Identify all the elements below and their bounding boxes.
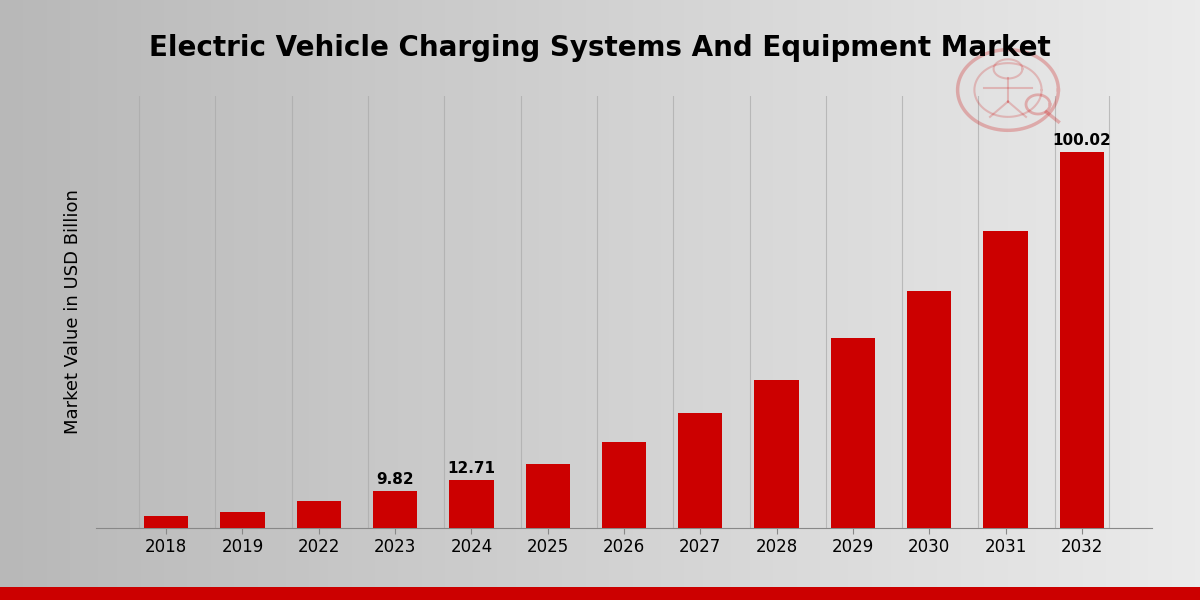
Bar (373, 491, 418, 528)
Bar (526, 464, 570, 528)
Text: 9.82: 9.82 (377, 472, 414, 487)
Bar (602, 442, 646, 528)
Bar (907, 292, 952, 528)
Bar (755, 380, 799, 528)
Bar (296, 501, 341, 528)
Text: 100.02: 100.02 (1052, 133, 1111, 148)
Bar (1060, 152, 1104, 528)
Bar (144, 516, 188, 528)
Bar (830, 338, 875, 528)
Bar (221, 512, 264, 528)
Text: 12.71: 12.71 (448, 461, 496, 476)
Bar (449, 480, 493, 528)
Y-axis label: Market Value in USD Billion: Market Value in USD Billion (64, 190, 82, 434)
Bar (678, 413, 722, 528)
Bar (984, 231, 1027, 528)
Text: Electric Vehicle Charging Systems And Equipment Market: Electric Vehicle Charging Systems And Eq… (149, 34, 1051, 62)
